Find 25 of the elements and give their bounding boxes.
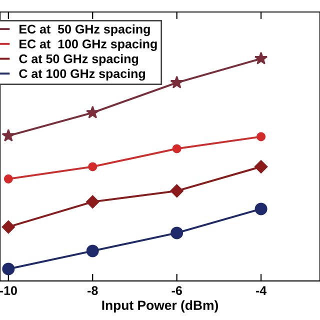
legend-label: EC at 50 GHz spacing	[20, 24, 150, 36]
point	[170, 226, 184, 240]
legend-label: C at 100 GHz spacing	[19, 68, 145, 81]
point	[254, 52, 268, 64]
point	[4, 174, 13, 184]
point	[170, 76, 184, 88]
point	[254, 160, 268, 174]
point	[88, 162, 98, 172]
legend-label: EC at 100 GHz spacing	[20, 39, 157, 51]
point	[2, 128, 16, 142]
point	[86, 244, 99, 258]
point	[86, 195, 100, 208]
x-tick-label: -6	[172, 286, 182, 296]
point	[170, 184, 184, 198]
point	[256, 132, 266, 142]
x-tick-label: -8	[88, 286, 98, 296]
point	[2, 220, 16, 234]
point	[2, 262, 15, 276]
x-tick-label: -10	[0, 286, 17, 296]
point	[172, 144, 182, 154]
point	[86, 106, 100, 118]
point	[254, 202, 268, 216]
legend-label: C at 50 GHz spacing	[19, 54, 138, 66]
x-axis-title: Input Power (dBm)	[102, 300, 218, 313]
x-tick-label: -4	[256, 286, 267, 295]
